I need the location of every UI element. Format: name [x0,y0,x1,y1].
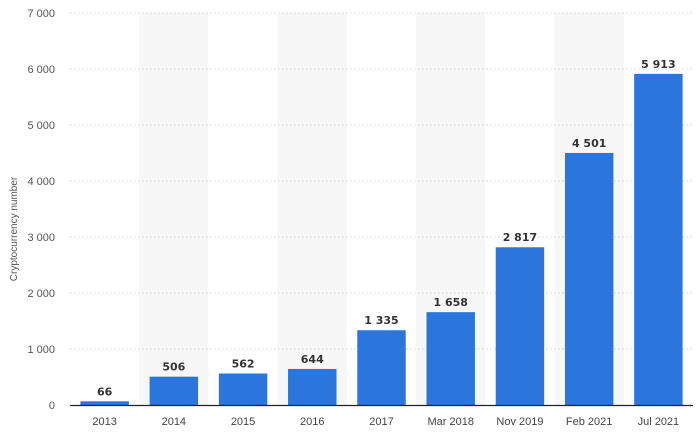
bar-2015[interactable] [218,373,268,405]
data-label: 4 501 [572,137,606,150]
y-tick-label: 6 000 [27,64,55,76]
x-tick-label: Jul 2021 [638,416,680,428]
bar-2016[interactable] [288,368,337,405]
x-tick-label: Nov 2019 [496,416,543,428]
y-tick-label: 1 000 [27,344,55,356]
band-1 [139,13,209,405]
bar-feb-2021[interactable] [564,152,614,405]
data-label: 5 913 [641,58,675,71]
y-tick-label: 3 000 [27,232,55,244]
data-label: 1 335 [364,314,398,327]
data-labels: 66 506 562 644 1 335 1 658 2 817 4 501 5 913 [97,58,676,398]
bar-2013[interactable] [80,401,129,405]
y-tick-label: 7 000 [27,8,55,20]
x-tick-label: 2013 [92,416,116,428]
bar-mar-2018[interactable] [426,312,475,405]
x-tick-label: Feb 2021 [566,416,612,428]
y-axis-title: Cryptocurrency number [9,176,20,281]
y-tick-label: 2 000 [27,288,55,300]
bars [80,73,683,405]
data-label: 506 [162,361,185,374]
data-label: 562 [232,358,255,371]
bar-2014[interactable] [149,376,199,405]
x-axis-tick-labels: 2013 2014 2015 2016 2017 Mar 2018 Nov 2019 Feb … [92,416,679,428]
x-tick-label: 2015 [231,416,255,428]
y-tick-label: 0 [49,400,55,412]
band-3 [277,13,347,405]
data-label: 644 [301,353,324,366]
data-label: 1 658 [433,296,467,309]
y-tick-label: 5 000 [27,120,55,132]
x-tick-label: 2016 [300,416,324,428]
x-tick-label: 2014 [162,416,186,428]
data-label: 66 [97,385,113,398]
data-label: 2 817 [503,231,537,244]
x-tick-label: Mar 2018 [427,416,473,428]
x-tick-label: 2017 [369,416,393,428]
y-axis-tick-labels: 0 1 000 2 000 3 000 4 000 5 000 6 000 7 000 [27,8,55,412]
y-tick-label: 4 000 [27,176,55,188]
bar-jul-2021[interactable] [634,73,683,405]
bar-nov-2019[interactable] [495,247,545,405]
bar-2017[interactable] [357,330,406,405]
